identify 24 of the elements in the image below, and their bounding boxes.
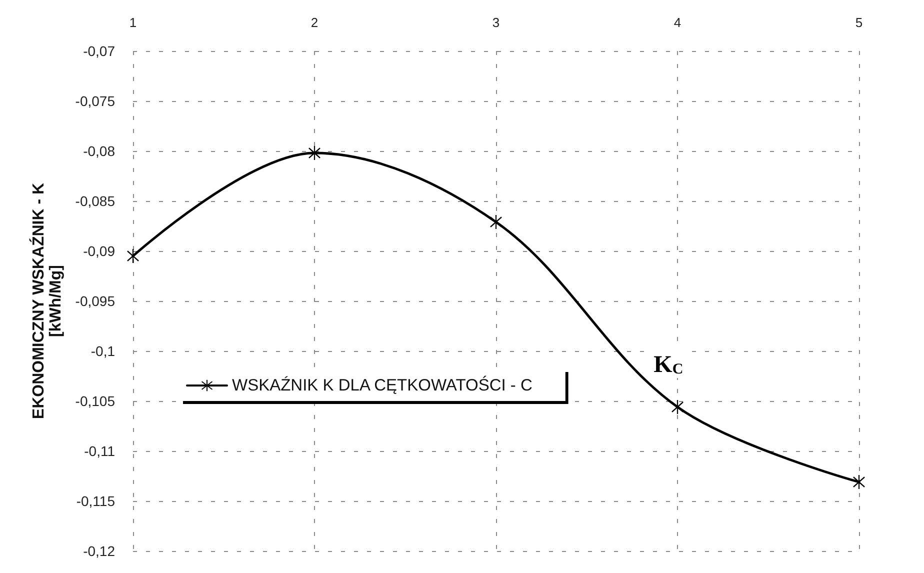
y-tick-label: -0,09 xyxy=(83,243,116,259)
x-tick-label: 2 xyxy=(310,15,318,30)
point xyxy=(490,215,502,229)
point xyxy=(672,400,684,414)
y-axis-title: EKONOMICZNY WSKAŹNIK - K [kWh/Mg] xyxy=(28,182,64,420)
point xyxy=(853,475,865,489)
point xyxy=(308,146,320,160)
y-tick-label: -0,095 xyxy=(75,293,116,309)
legend-label: WSKAŹNIK K DLA CĘTKOWATOŚCI - C xyxy=(232,376,532,394)
x-tick-label: 1 xyxy=(129,15,137,30)
annotation: KC xyxy=(654,352,684,378)
x-tick-label: 5 xyxy=(855,15,863,30)
y-tick-label: -0,12 xyxy=(83,543,116,559)
y-tick-label: -0,115 xyxy=(76,493,116,509)
y-tick-label: -0,07 xyxy=(83,43,116,59)
point xyxy=(127,249,139,263)
y-tick-label: -0,1 xyxy=(90,343,116,359)
y-tick-label: -0,105 xyxy=(75,393,116,409)
y-tick-label: -0,075 xyxy=(75,93,116,109)
y-tick-label: -0,08 xyxy=(83,143,116,159)
y-tick-label: -0,11 xyxy=(84,443,116,459)
y-tick-label: -0,085 xyxy=(75,193,116,209)
x-tick-label: 4 xyxy=(674,15,682,30)
x-tick-label: 3 xyxy=(492,15,500,30)
